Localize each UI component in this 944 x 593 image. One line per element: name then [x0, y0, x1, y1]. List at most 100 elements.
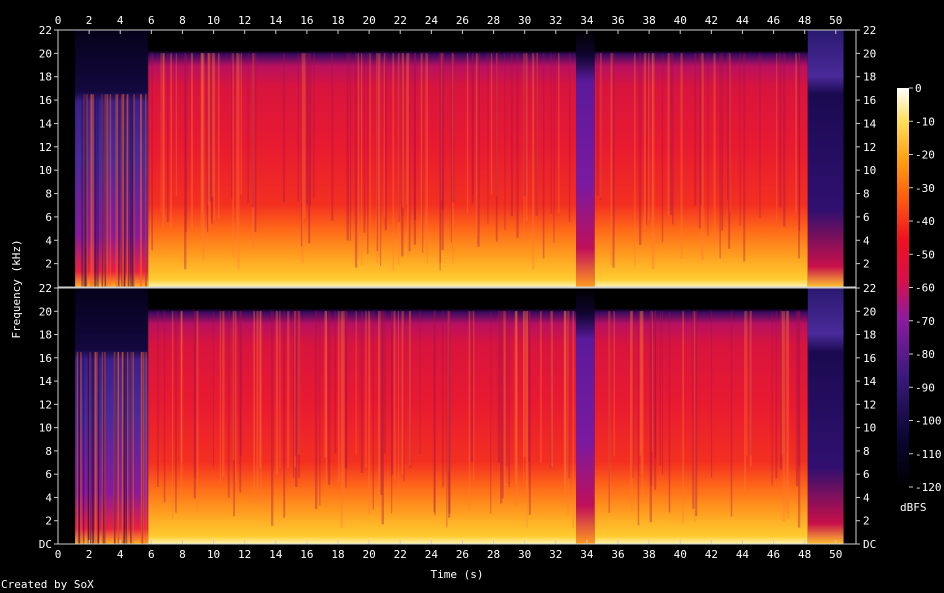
spectral-streak: [515, 311, 517, 482]
spectral-streak: [536, 53, 539, 217]
spectral-streak: [719, 53, 721, 259]
spectral-streak: [82, 352, 85, 544]
spectral-streak: [96, 352, 99, 544]
x-tick-label-bottom: 12: [238, 548, 251, 561]
spectral-streak: [202, 53, 205, 260]
spectral-streak: [142, 352, 145, 544]
y-tick-label-right: 22: [863, 282, 876, 295]
colorbar-tick-label: -50: [915, 248, 935, 261]
sox-credit: Created by SoX: [1, 578, 94, 591]
spectral-streak: [217, 53, 220, 219]
spectral-streak: [439, 53, 441, 263]
y-tick-label-left: 10: [39, 422, 52, 435]
spectral-streak: [337, 311, 340, 483]
y-tick-label-right: 10: [863, 422, 876, 435]
spectral-streak: [785, 311, 788, 513]
y-tick-label-left: 16: [39, 94, 52, 107]
spectral-streak: [540, 311, 542, 464]
spectral-streak: [141, 352, 143, 544]
spectral-streak: [682, 311, 685, 524]
spectral-streak: [287, 311, 290, 468]
spectral-streak: [233, 311, 235, 517]
spectral-streak: [125, 352, 128, 544]
spectral-streak: [743, 53, 746, 262]
spectral-streak: [782, 311, 786, 522]
colorbar-tick-label: -70: [915, 315, 935, 328]
spectral-streak: [102, 352, 105, 544]
spectral-streak: [170, 53, 172, 229]
spectral-streak: [781, 311, 784, 456]
spectral-streak: [145, 352, 147, 544]
spectral-streak: [354, 53, 358, 268]
spectral-streak: [516, 311, 518, 507]
spectral-streak: [294, 311, 297, 457]
spectral-streak: [113, 352, 116, 544]
spectral-streak: [651, 53, 653, 269]
spectral-streak: [180, 311, 183, 463]
spectral-streak: [90, 94, 92, 287]
spectral-streak: [309, 53, 312, 206]
y-tick-label-left: 18: [39, 329, 52, 342]
spectral-streak: [503, 311, 506, 498]
spectral-streak: [504, 53, 506, 231]
spectral-streak: [401, 53, 405, 208]
colorbar: 0 -10 -20 -30 -40 -50 -60 -70 -80 -90 -100 -110 -120…: [897, 82, 942, 514]
spectral-streak: [510, 53, 513, 217]
spectral-streak: [659, 311, 662, 466]
x-tick-label-top: 14: [269, 14, 283, 27]
y-tick-label-right: 16: [863, 352, 876, 365]
spectral-streak: [452, 53, 455, 203]
spectral-streak: [634, 53, 636, 267]
spectral-streak: [692, 311, 695, 509]
x-tick-label-bottom: 48: [798, 548, 811, 561]
spectral-streak: [470, 311, 474, 462]
spectral-streak: [313, 53, 315, 199]
spectral-streak: [726, 53, 729, 200]
spectral-streak: [123, 94, 126, 287]
spectral-streak: [487, 53, 489, 225]
spectral-streak: [496, 53, 498, 197]
spectral-streak: [275, 311, 279, 475]
spectral-streak: [367, 53, 369, 255]
spectral-streak: [397, 311, 399, 499]
spectral-streak: [798, 53, 801, 231]
spectral-streak: [368, 311, 371, 515]
spectral-streak: [380, 311, 383, 496]
spectral-streak: [145, 94, 147, 287]
spectral-streak: [126, 352, 129, 544]
spectral-streak: [669, 53, 672, 215]
x-tick-label-top: 38: [642, 14, 655, 27]
x-tick-label-bottom: 32: [549, 548, 562, 561]
spectral-streak: [426, 53, 428, 264]
spectral-streak: [448, 311, 451, 518]
spectral-streak: [91, 352, 94, 544]
spectral-streak: [87, 352, 90, 544]
spectral-streak: [207, 53, 210, 203]
spectral-streak: [207, 53, 209, 205]
x-tick-label-top: 50: [829, 14, 842, 27]
spectral-streak: [759, 53, 761, 218]
spectral-streak: [237, 53, 240, 269]
spectral-streak: [516, 53, 519, 238]
spectral-streak: [391, 311, 394, 475]
spectral-streak: [643, 53, 647, 230]
spectral-streak: [87, 352, 90, 544]
spectral-streak: [346, 53, 349, 241]
spectral-streak: [710, 311, 713, 478]
spectral-streak: [117, 352, 120, 544]
spectral-streak: [163, 311, 166, 503]
spectral-streak: [94, 94, 96, 287]
spectral-streak: [122, 352, 124, 544]
x-tick-label-top: 2: [86, 14, 93, 27]
spectral-streak: [391, 311, 393, 514]
spectral-streak: [109, 94, 112, 287]
spectral-streak: [357, 53, 360, 259]
spectral-streak: [568, 311, 570, 479]
spectral-streak: [490, 53, 493, 195]
spectral-streak: [506, 311, 508, 467]
spectral-streak: [471, 53, 474, 204]
spectral-streak: [212, 311, 214, 468]
y-tick-label-right: 4: [863, 234, 870, 247]
spectral-streak: [680, 53, 683, 259]
spectral-streak: [549, 311, 552, 468]
